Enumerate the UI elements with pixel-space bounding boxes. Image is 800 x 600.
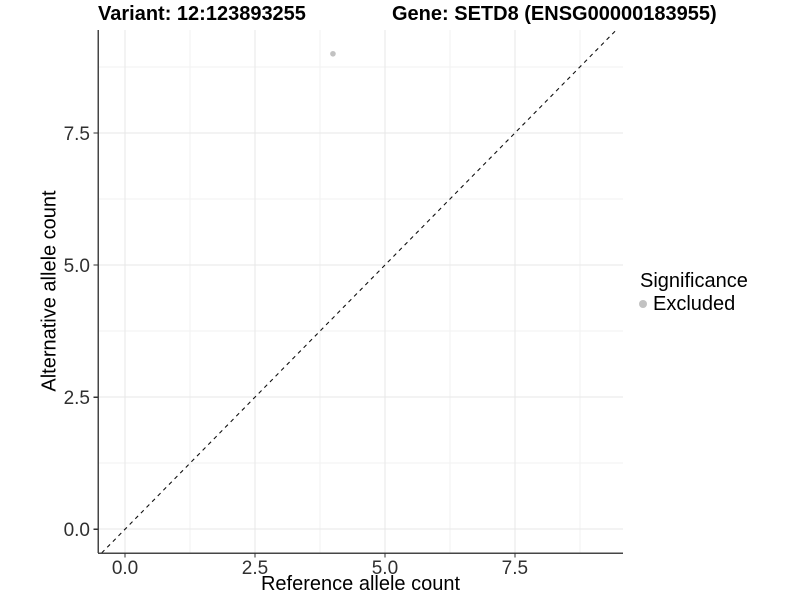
data-point [330, 50, 336, 57]
legend-item-excluded: Excluded [636, 293, 748, 315]
excluded-point-icon [639, 300, 647, 308]
y-tick-label: 5.0 [64, 256, 90, 277]
variant-title: Variant: 12:123893255 [98, 3, 306, 25]
x-tick-label: 5.0 [372, 558, 398, 579]
identity-line [101, 29, 617, 554]
x-tick-label: 0.0 [112, 558, 138, 579]
y-tick-label: 7.5 [64, 124, 90, 145]
x-tick-label: 7.5 [502, 558, 528, 579]
legend-title: Significance [640, 270, 748, 292]
x-tick-label: 2.5 [242, 558, 268, 579]
y-tick-label: 2.5 [64, 388, 90, 409]
y-tick-label: 0.0 [64, 520, 90, 541]
gene-title: Gene: SETD8 (ENSG00000183955) [392, 3, 717, 25]
legend: Significance Excluded [636, 270, 748, 315]
legend-item-label: Excluded [653, 293, 736, 315]
y-axis-label: Alternative allele count [38, 190, 61, 392]
x-axis-label: Reference allele count [260, 573, 460, 595]
